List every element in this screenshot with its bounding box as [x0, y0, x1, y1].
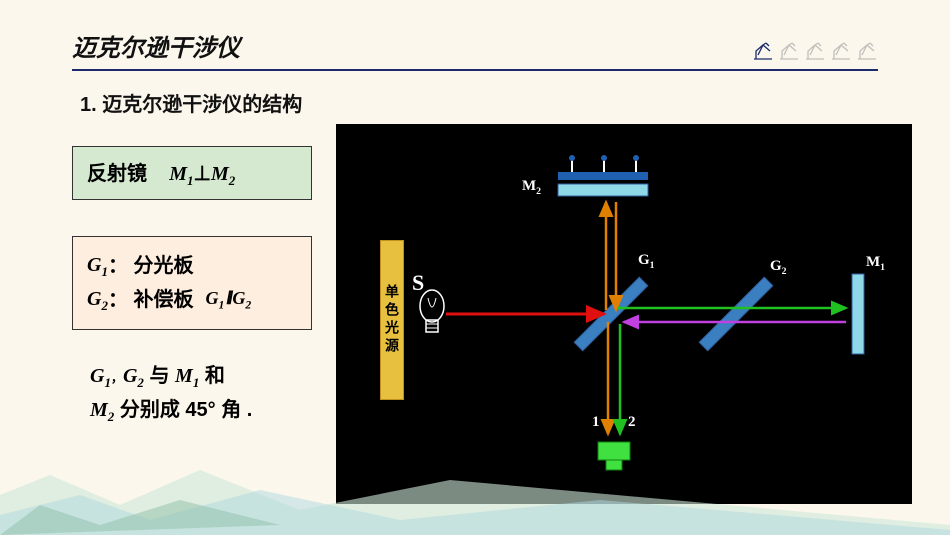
g1-symbol: G1 [87, 249, 108, 283]
pumpjack-icon [778, 41, 800, 61]
label-m2: M2 [522, 178, 541, 197]
diagram-svg [336, 124, 912, 504]
header: 迈克尔逊干涉仪 [72, 28, 878, 71]
g1-g2-relation: G1//G2 [206, 284, 252, 315]
mirror-label: 反射镜 [87, 163, 147, 185]
interferometer-diagram: 单色光源 [336, 124, 912, 504]
g2-text: 补偿板 [134, 284, 194, 316]
g2-symbol: G2 [87, 283, 108, 317]
pumpjack-icons [752, 41, 878, 63]
section-heading: 1. 迈克尔逊干涉仪的结构 [80, 88, 302, 117]
angle-line2: M2 分别成 45° 角 . [90, 394, 252, 428]
angle-line1: G1，G2 与 M1 和 [90, 360, 252, 394]
g2-row: G2： 补偿板 G1//G2 [87, 283, 297, 317]
label-beam2: 2 [628, 414, 636, 431]
g1-row: G1： 分光板 [87, 249, 297, 283]
label-m1: M1 [866, 254, 885, 273]
plate-box: G1： 分光板 G2： 补偿板 G1//G2 [72, 236, 312, 330]
label-s: S [412, 270, 424, 296]
perp-symbol: ⊥ [194, 163, 211, 185]
page-title: 迈克尔逊干涉仪 [72, 28, 240, 63]
pumpjack-icon [856, 41, 878, 61]
label-g1: G1 [638, 252, 655, 271]
g1-text: 分光板 [134, 250, 194, 282]
section-title: 迈克尔逊干涉仪的结构 [102, 94, 302, 116]
section-number: 1. [80, 94, 97, 116]
label-g2: G2 [770, 258, 787, 277]
mirror-box: 反射镜 M1⊥M2 [72, 146, 312, 200]
pumpjack-icon [804, 41, 826, 61]
angle-note: G1，G2 与 M1 和 M2 分别成 45° 角 . [90, 360, 252, 428]
label-beam1: 1 [592, 414, 600, 431]
pumpjack-icon [830, 41, 852, 61]
pumpjack-icon [752, 41, 774, 61]
m2-symbol: M2 [211, 163, 235, 185]
m1-symbol: M1 [169, 163, 193, 185]
